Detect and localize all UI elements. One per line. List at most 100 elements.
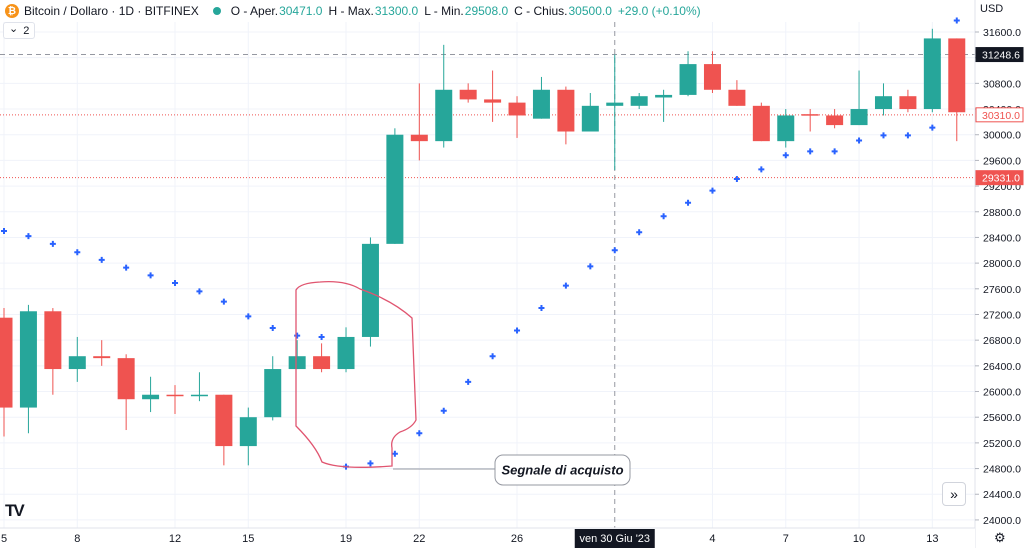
psar-point <box>220 298 227 305</box>
candle-body <box>801 114 819 116</box>
indicator-count: 2 <box>23 24 30 37</box>
candle-body <box>166 394 184 397</box>
indicator-toggle-button[interactable]: ⌄ 2 <box>3 22 36 39</box>
x-tick-label: 10 <box>853 533 865 545</box>
scroll-to-realtime-button[interactable]: » <box>942 482 966 506</box>
bitcoin-icon: ₿ <box>5 4 19 18</box>
gear-icon[interactable]: ⚙ <box>994 530 1006 545</box>
psar-point <box>367 460 374 467</box>
candle-body <box>19 311 37 408</box>
psar-point <box>147 272 154 279</box>
y-tick-label: 30800.0 <box>983 78 1021 90</box>
annotation-label: Segnale di acquisto <box>501 463 623 478</box>
psar-point <box>318 333 325 340</box>
y-tick-label: 24800.0 <box>983 464 1021 476</box>
x-tick-label: 22 <box>413 533 425 545</box>
crosshair-date-tag <box>574 529 655 548</box>
candle-body <box>728 89 746 106</box>
y-tick-label: 26400.0 <box>983 361 1021 373</box>
low-label: L - Min. <box>424 4 464 18</box>
high-label: H - Max. <box>328 4 374 18</box>
x-tick-label: 15 <box>242 533 254 545</box>
candle-body <box>68 356 86 370</box>
y-tick-label: 29600.0 <box>983 155 1021 167</box>
price-tag <box>975 170 1024 186</box>
price-tag <box>975 107 1024 123</box>
candle-body <box>923 38 941 110</box>
change-value: +29.0 (+0.10%) <box>617 4 701 18</box>
psar-point <box>245 313 252 320</box>
psar-point <box>953 17 960 24</box>
psar-point <box>1 228 7 235</box>
candle-body <box>777 115 795 142</box>
candle-body <box>435 89 453 142</box>
psar-point <box>856 137 863 144</box>
y-tick-label: 28000.0 <box>983 258 1021 270</box>
psar-point <box>391 450 398 457</box>
psar-point <box>660 213 667 220</box>
candle-body <box>386 134 404 244</box>
candle-body <box>459 89 477 100</box>
x-tick-label: 12 <box>169 533 181 545</box>
x-tick-label: 7 <box>783 533 789 545</box>
tradingview-logo[interactable]: TV <box>5 501 25 520</box>
candle-body <box>93 356 111 359</box>
candle-body <box>361 243 379 337</box>
psar-point <box>733 176 740 183</box>
candle-body <box>948 38 966 113</box>
candle-body <box>142 394 160 400</box>
price-tag-label: 31248.6 <box>982 50 1020 62</box>
time-axis-bg <box>0 528 975 548</box>
market-status-icon <box>212 7 221 15</box>
candle-body <box>117 358 135 400</box>
y-tick-label: 25600.0 <box>983 412 1021 424</box>
psar-point <box>514 327 521 334</box>
candle-body <box>532 89 550 119</box>
psar-point <box>709 187 716 194</box>
x-tick-label: 5 <box>1 533 7 545</box>
y-tick-label: 25200.0 <box>983 438 1021 450</box>
candle-body <box>826 115 844 126</box>
symbol-title[interactable]: Bitcoin / Dollaro · 1D · BITFINEX <box>24 4 199 18</box>
x-tick-label: 26 <box>511 533 523 545</box>
y-tick-label: 27600.0 <box>983 284 1021 296</box>
candle-body <box>239 417 257 447</box>
chart-legend: ₿ Bitcoin / Dollaro · 1D · BITFINEX O - … <box>0 0 707 22</box>
y-tick-label: 27200.0 <box>983 309 1021 321</box>
psar-point <box>489 353 496 360</box>
psar-point <box>538 305 545 312</box>
price-tag-label: 30310.0 <box>982 110 1020 122</box>
x-tick-label: 19 <box>340 533 352 545</box>
psar-point <box>269 324 276 331</box>
y-tick-label: 24000.0 <box>983 515 1021 527</box>
candle-body <box>703 64 721 90</box>
candle-body <box>655 94 673 98</box>
candle-body <box>899 96 917 110</box>
psar-point <box>880 132 887 139</box>
psar-point <box>929 124 936 131</box>
psar-point <box>440 407 447 414</box>
currency-label[interactable]: USD <box>980 3 1004 15</box>
y-tick-label: 26000.0 <box>983 387 1021 399</box>
x-tick-label: 4 <box>709 533 715 545</box>
candle-body <box>874 96 892 110</box>
psar-point <box>758 166 765 173</box>
psar-point <box>49 240 56 247</box>
x-tick-label: 13 <box>926 533 938 545</box>
y-tick-label: 30000.0 <box>983 130 1021 142</box>
price-axis-bg <box>975 0 1024 548</box>
candle-body <box>630 96 648 106</box>
psar-point <box>685 199 692 206</box>
candle-body <box>679 64 697 95</box>
psar-point <box>611 247 618 254</box>
candle-body <box>581 105 599 132</box>
psar-point <box>416 430 423 437</box>
price-tag <box>975 47 1024 63</box>
y-tick-label: 24400.0 <box>983 489 1021 501</box>
candle-body <box>215 394 233 447</box>
candle-body <box>264 369 282 418</box>
psar-point <box>74 249 81 256</box>
psar-point <box>904 132 911 139</box>
